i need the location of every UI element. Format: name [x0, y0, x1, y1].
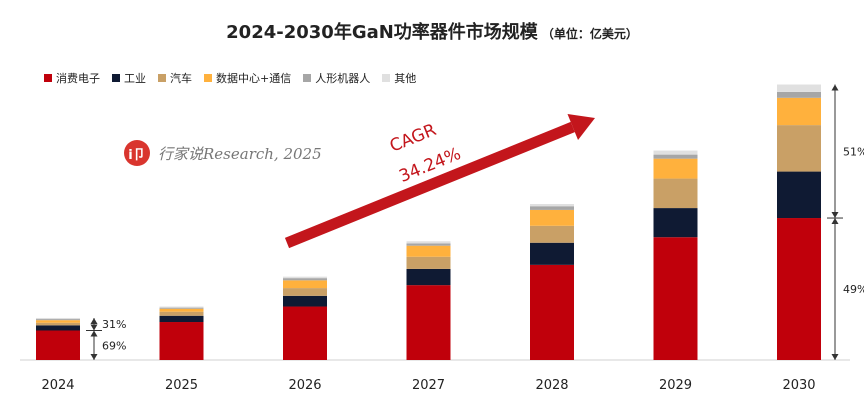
bar-segment — [159, 311, 204, 316]
bar-segment — [36, 320, 80, 323]
bar-segment — [530, 264, 574, 360]
legend-item: 汽车 — [158, 70, 192, 86]
legend-item: 其他 — [382, 70, 416, 86]
arrow-head-icon — [90, 354, 98, 360]
bar-segment — [36, 319, 80, 321]
cagr-arrow-shaft — [284, 121, 575, 249]
arrow-head-icon — [831, 84, 839, 91]
x-tick-label: 2025 — [165, 378, 198, 393]
bar-segment — [283, 280, 327, 289]
bar-segment — [653, 237, 698, 360]
bar-segment — [159, 307, 204, 309]
watermark-logo-icon: i卩 — [124, 140, 150, 166]
upper-share-bracket — [831, 84, 839, 219]
chart-title-text: 2024-2030年GaN功率器件市场规模 — [226, 22, 538, 43]
cagr-label: CAGR — [387, 120, 439, 157]
cagr-arrow-icon — [284, 114, 595, 249]
legend-item: 消费电子 — [44, 70, 100, 86]
bar-segment — [406, 245, 451, 257]
bar-segment — [530, 206, 574, 210]
bar-segment — [283, 295, 327, 307]
bar-segment — [530, 242, 574, 265]
bar-segment — [777, 125, 821, 172]
x-tick-label: 2029 — [659, 378, 692, 393]
bar-segment — [653, 208, 698, 238]
x-tick-label: 2026 — [288, 378, 321, 393]
bar-segment — [283, 276, 327, 279]
bar-segment — [283, 306, 327, 360]
bar-segment — [36, 325, 80, 331]
arrow-head-icon — [831, 354, 839, 360]
legend-swatch — [158, 74, 166, 82]
arrow-head-icon — [90, 317, 98, 324]
upper-share-label: 51% — [843, 145, 864, 158]
lower-share-label: 49% — [843, 283, 864, 296]
legend-swatch — [44, 74, 52, 82]
bar-segment — [406, 268, 451, 286]
bar-segment — [159, 315, 204, 323]
legend-item: 人形机器人 — [303, 70, 370, 86]
x-tick-label: 2027 — [412, 378, 445, 393]
x-tick-label: 2028 — [535, 378, 568, 393]
bar-segment — [159, 306, 204, 308]
bar-segment — [36, 322, 80, 326]
bar-segment — [653, 178, 698, 209]
legend-swatch — [112, 74, 120, 82]
legend-label: 人形机器人 — [315, 72, 371, 85]
legend-label: 工业 — [124, 72, 146, 85]
bar-segment — [530, 204, 574, 207]
bar-segment — [653, 150, 698, 155]
bar-segment — [406, 285, 451, 360]
legend-swatch — [303, 74, 312, 82]
legend-item: 工业 — [112, 70, 146, 86]
cagr-arrow-head — [567, 114, 595, 140]
x-tick-label: 2030 — [782, 378, 815, 393]
legend-label: 汽车 — [170, 72, 192, 85]
bar-segment — [653, 158, 698, 179]
bar-segment — [283, 278, 327, 281]
x-tick-label: 2024 — [41, 378, 74, 393]
arrow-head-icon — [831, 212, 839, 219]
chart-title: 2024-2030年GaN功率器件市场规模 （单位：亿美元） — [0, 18, 864, 44]
legend-swatch — [382, 74, 391, 82]
lower-share-bracket — [831, 218, 839, 360]
bar-segment — [777, 91, 821, 98]
legend-label: 其他 — [394, 72, 417, 85]
arrow-head-icon — [90, 324, 98, 331]
lower-share-bracket — [90, 330, 98, 360]
bar-segment — [653, 154, 698, 159]
watermark-text: 行家说Research, 2025 — [158, 144, 322, 163]
legend-item: 数据中心+通信 — [204, 70, 291, 86]
upper-share-bracket — [90, 317, 98, 331]
arrow-head-icon — [831, 218, 839, 225]
chart-legend: 消费电子 工业 汽车 数据中心+通信 人形机器人 其他 — [44, 70, 416, 86]
upper-share-label: 31% — [102, 318, 126, 331]
lower-share-label: 69% — [102, 339, 126, 352]
legend-label: 消费电子 — [56, 72, 100, 85]
arrow-head-icon — [90, 330, 98, 337]
legend-label: 数据中心+通信 — [216, 72, 292, 85]
bar-segment — [36, 330, 80, 360]
bar-segment — [777, 171, 821, 219]
bar-segment — [777, 218, 821, 360]
watermark: i卩 行家说Research, 2025 — [124, 140, 322, 166]
bar-segment — [406, 256, 451, 269]
bar-segment — [406, 241, 451, 244]
chart-unit: （单位：亿美元） — [541, 27, 638, 41]
bar-segment — [530, 209, 574, 226]
bar-segment — [159, 308, 204, 312]
bar-segment — [36, 317, 80, 320]
legend-swatch — [204, 74, 212, 82]
bar-segment — [283, 288, 327, 296]
bar-segment — [777, 97, 821, 126]
bar-segment — [159, 322, 204, 360]
bar-segment — [777, 84, 821, 92]
bar-segment — [406, 243, 451, 246]
bar-segment — [530, 225, 574, 243]
